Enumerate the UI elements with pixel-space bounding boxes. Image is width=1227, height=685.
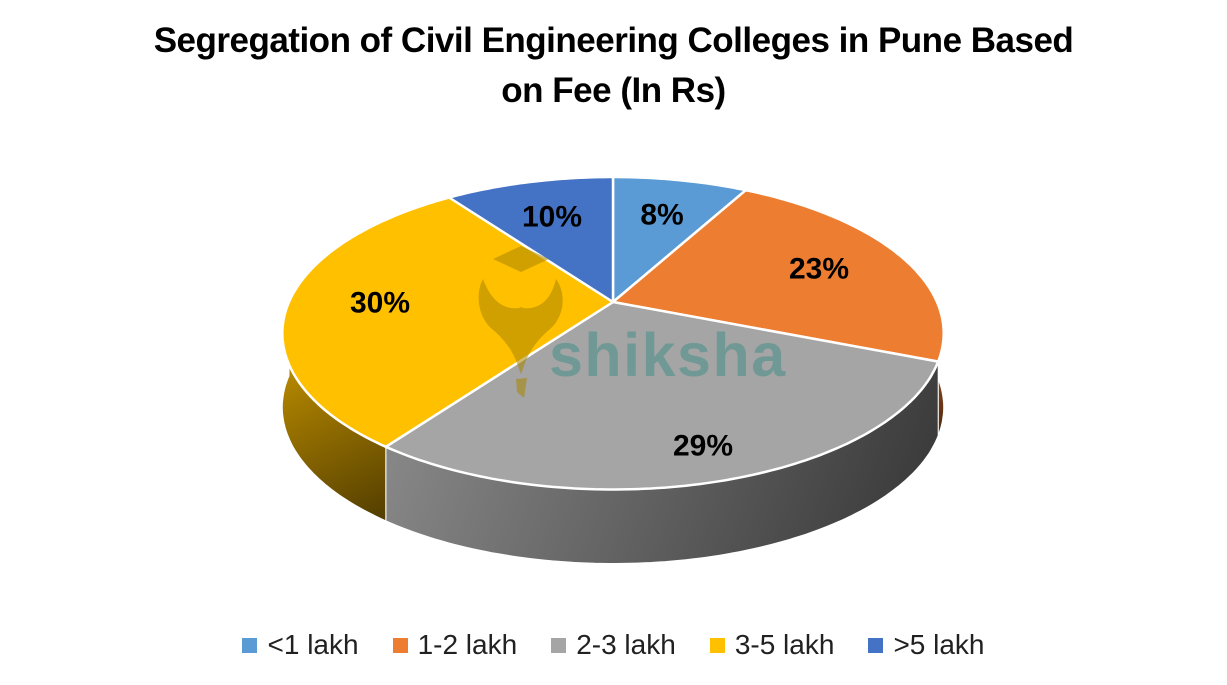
legend-label-2-3-lakh: 2-3 lakh (576, 629, 676, 660)
pie-slice-1-lakh (611, 175, 748, 304)
legend-label-1-2-lakh: 1-2 lakh (417, 629, 518, 660)
legend-swatch-5-lakh (868, 637, 884, 653)
pie-slice-2-3-lakh (384, 300, 940, 491)
legend-item-1-lakh: <1 lakh (242, 629, 359, 661)
pie-slices (281, 175, 945, 491)
slice-label-5-lakh: 10% (522, 201, 582, 234)
pie-data-labels: 8% 23% 29% 30% 10% (350, 199, 849, 463)
chart-title-line1: Segregation of Civil Engineering College… (153, 21, 1074, 60)
legend-swatch-2-3-lakh (551, 637, 567, 653)
pie-slice-1-2-lakh (611, 188, 945, 363)
legend-label-5-lakh: >5 lakh (893, 629, 985, 660)
legend-item-2-3-lakh: 2-3 lakh (551, 629, 676, 661)
slice-label-2-3-lakh: 29% (673, 430, 733, 463)
shiksha-watermark: shiksha (478, 246, 787, 398)
slice-label-1-2-lakh: 23% (789, 253, 849, 286)
slice-label-1-lakh: 8% (640, 199, 683, 232)
legend-item-1-2-lakh: 1-2 lakh (392, 629, 518, 661)
pie-slice-5-lakh (447, 175, 615, 304)
legend-item-3-5-lakh: 3-5 lakh (709, 629, 835, 661)
legend-item-5-lakh: >5 lakh (868, 629, 985, 661)
legend-swatch-1-lakh (242, 637, 258, 653)
chart-title: Segregation of Civil Engineering College… (0, 16, 1227, 116)
legend-label-1-lakh: <1 lakh (267, 629, 359, 660)
slice-label-3-5-lakh: 30% (350, 287, 410, 320)
legend-label-3-5-lakh: 3-5 lakh (734, 629, 835, 660)
legend-swatch-1-2-lakh (392, 637, 408, 653)
chart-title-line2: on Fee (In Rs) (501, 71, 726, 110)
legend-swatch-3-5-lakh (709, 637, 725, 653)
chart-legend: <1 lakh 1-2 lakh 2-3 lakh 3-5 lakh >5 lakh (0, 627, 1227, 663)
shiksha-logo-icon (478, 246, 563, 398)
watermark-text: shiksha (549, 321, 787, 389)
